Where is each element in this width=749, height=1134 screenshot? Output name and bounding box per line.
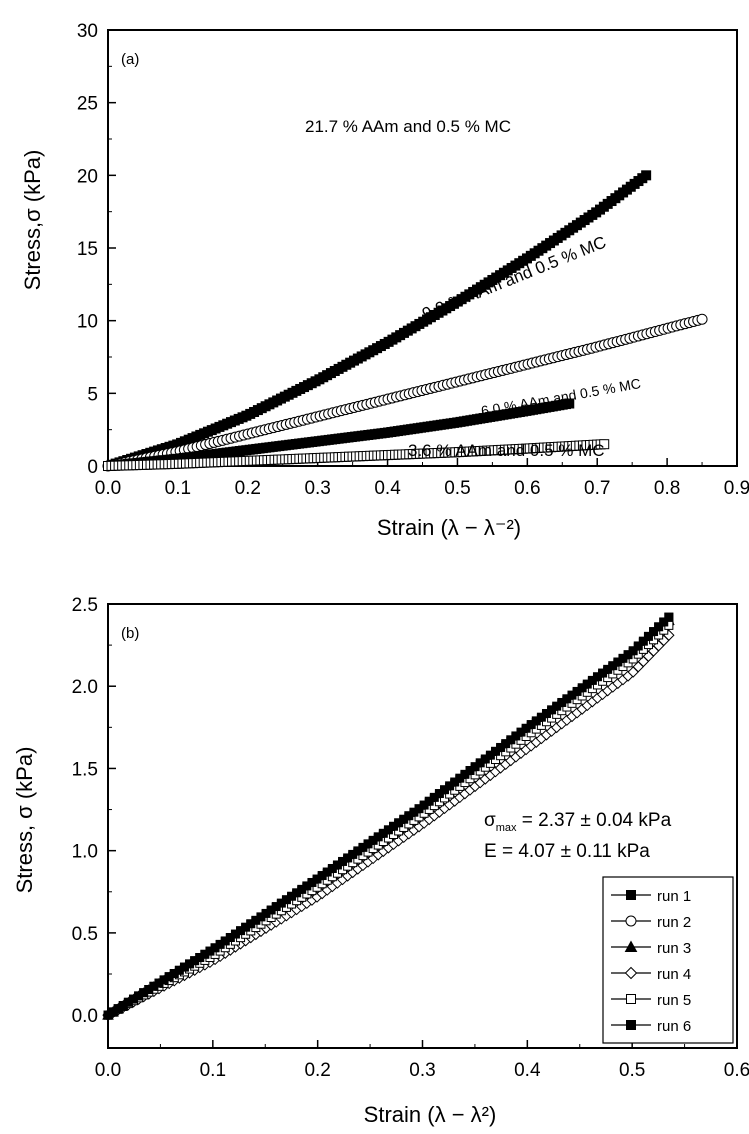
x-tick-label: 0.6 <box>514 478 540 499</box>
x-tick-label: 0.5 <box>444 478 470 499</box>
y-tick-label: 0.0 <box>72 1006 98 1027</box>
x-tick-label: 0.1 <box>165 478 191 499</box>
data-point <box>599 439 610 450</box>
data-point <box>649 627 659 637</box>
y-tick-label: 30 <box>77 21 98 42</box>
x-tick-label: 0.3 <box>304 478 330 499</box>
legend-label: run 2 <box>657 914 691 931</box>
data-point <box>654 622 664 632</box>
y-tick-label: 15 <box>77 239 98 260</box>
y-tick-label: 0 <box>87 457 98 478</box>
legend-marker <box>626 890 636 900</box>
y-tick-label: 1.0 <box>72 842 98 863</box>
data-point <box>628 646 638 656</box>
legend-label: run 5 <box>657 992 691 1009</box>
x-tick-label: 0.6 <box>724 1060 749 1081</box>
y-tick-label: 2.0 <box>72 677 98 698</box>
modulus-stat: E = 4.07 ± 0.11 kPa <box>484 841 650 862</box>
legend-label: run 1 <box>657 888 691 905</box>
data-point <box>564 398 575 409</box>
data-point <box>659 617 669 627</box>
data-point <box>696 313 708 325</box>
legend-marker <box>626 994 636 1004</box>
legend-label: run 4 <box>657 966 691 983</box>
x-tick-label: 0.0 <box>95 1060 121 1081</box>
x-tick-label: 0.2 <box>235 478 261 499</box>
y-tick-label: 10 <box>77 312 98 333</box>
y-tick-label: 1.5 <box>72 759 98 780</box>
legend-label: run 6 <box>657 1018 691 1035</box>
data-point <box>664 612 674 622</box>
x-axis-title: Strain (λ − λ²) <box>364 1102 497 1127</box>
x-tick-label: 0.4 <box>374 478 401 499</box>
series-label-9-0: 9.0 % AAm and 0.5 % MC <box>419 232 608 323</box>
y-tick-label: 20 <box>77 166 98 187</box>
sigma-max-stat: σmax = 2.37 ± 0.04 kPa <box>484 810 672 834</box>
series-label-21-7: 21.7 % AAm and 0.5 % MC <box>305 117 511 136</box>
legend-marker <box>626 1020 636 1030</box>
x-tick-label: 0.5 <box>619 1060 645 1081</box>
x-axis-title: Strain (λ − λ⁻²) <box>377 515 521 540</box>
x-tick-label: 0.8 <box>654 478 680 499</box>
x-tick-label: 0.2 <box>304 1060 330 1081</box>
series-label-6-0: 6.0 % AAm and 0.5 % MC <box>480 375 642 419</box>
panel-label: (a) <box>121 51 139 68</box>
y-tick-label: 0.5 <box>72 924 98 945</box>
legend-marker <box>624 940 638 952</box>
data-point <box>643 631 653 641</box>
data-point <box>638 636 648 646</box>
panel-a-chart: 0.0 0.1 0.2 0.3 0.4 0.5 0.6 0.7 0.8 0.9 0 5 10 15 20 25… <box>20 21 749 540</box>
data-series <box>102 313 708 472</box>
data-series <box>103 612 674 1020</box>
panel-b-chart: 0.0 0.1 0.2 0.3 0.4 0.5 0.6 0.0 0.5 1.0 1.5 2.0 2.5 (… <box>12 595 749 1127</box>
y-tick-label: 2.5 <box>72 595 98 616</box>
legend-marker <box>625 915 637 927</box>
y-tick-label: 25 <box>77 94 98 115</box>
legend-label: run 3 <box>657 940 691 957</box>
y-tick-label: 5 <box>87 384 98 405</box>
data-series <box>103 439 610 471</box>
legend-box <box>602 876 734 1044</box>
x-tick-label: 0.0 <box>95 478 121 499</box>
x-tick-label: 0.9 <box>724 478 749 499</box>
x-tick-label: 0.3 <box>409 1060 435 1081</box>
legend: run 1 run 2 run 3 run 4 run 5 run 6 <box>602 876 734 1044</box>
x-tick-label: 0.4 <box>514 1060 541 1081</box>
panel-label: (b) <box>121 625 139 642</box>
series-label-3-6: 3.6 % AAm and 0.5 % MC <box>408 441 605 460</box>
data-series <box>103 170 652 471</box>
data-point <box>633 641 643 651</box>
x-tick-label: 0.7 <box>584 478 610 499</box>
y-axis-title: Stress,σ (kPa) <box>20 150 45 291</box>
x-tick-label: 0.1 <box>200 1060 226 1081</box>
legend-marker <box>624 966 638 980</box>
plot-frame <box>107 29 738 467</box>
y-axis-title: Stress, σ (kPa) <box>12 747 37 894</box>
data-point <box>641 170 652 181</box>
